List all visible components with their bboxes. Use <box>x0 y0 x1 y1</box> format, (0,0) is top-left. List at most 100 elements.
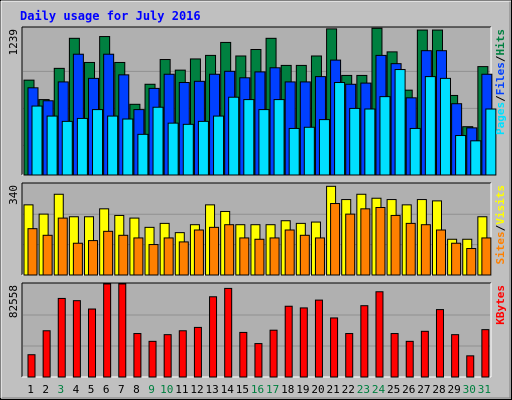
legend-visits: Visits <box>494 185 507 225</box>
bar-kbytes-day-7 <box>118 283 127 378</box>
bar-kbytes-day-23 <box>360 305 369 378</box>
day-label-3: 3 <box>58 383 65 396</box>
bar-kbytes-day-10 <box>163 334 172 378</box>
bar-kbytes-day-12 <box>193 326 202 378</box>
bar-kbytes-day-17 <box>269 329 278 378</box>
legend-separator: / <box>494 224 507 231</box>
legend-separator: / <box>494 55 507 62</box>
y-max-label: 340 <box>7 185 20 205</box>
day-axis-labels: 1 2 3 4 5 6 7 8 9 10 11 12 13 14 15 16 17 18 19 20 21 22 23 24 2… <box>27 383 491 396</box>
bar-pages-day-4 <box>76 117 88 176</box>
bar-pages-day-10 <box>167 122 179 176</box>
bar-kbytes-day-13 <box>209 296 218 378</box>
bar-sites-day-21 <box>330 203 341 276</box>
bar-pages-day-23 <box>364 108 376 176</box>
bar-pages-day-2 <box>46 115 58 176</box>
legend-separator: / <box>494 95 507 102</box>
bar-kbytes-day-14 <box>224 287 233 378</box>
day-label-10: 10 <box>160 383 173 396</box>
bar-kbytes-day-30 <box>466 355 475 378</box>
bar-sites-day-18 <box>284 229 295 276</box>
day-label-23: 23 <box>357 383 370 396</box>
day-label-18: 18 <box>281 383 294 396</box>
bar-sites-day-29 <box>451 242 462 276</box>
day-label-13: 13 <box>205 383 218 396</box>
day-label-11: 11 <box>175 383 188 396</box>
bar-kbytes-day-11 <box>178 330 187 378</box>
day-label-6: 6 <box>103 383 110 396</box>
y-max-label: 1239 <box>7 29 20 56</box>
bar-kbytes-day-18 <box>284 305 293 378</box>
legend: KBytes <box>494 285 507 325</box>
bar-sites-day-23 <box>360 208 371 276</box>
bar-kbytes-day-1 <box>27 354 36 378</box>
day-label-16: 16 <box>251 383 264 396</box>
bar-sites-day-2 <box>42 234 53 276</box>
bar-kbytes-day-5 <box>88 308 97 378</box>
bar-pages-day-28 <box>439 77 451 176</box>
day-label-1: 1 <box>27 383 34 396</box>
bar-sites-day-30 <box>466 248 477 276</box>
bar-pages-day-25 <box>394 69 406 176</box>
bar-pages-day-12 <box>197 120 209 176</box>
bar-sites-day-19 <box>299 234 310 276</box>
day-label-14: 14 <box>221 383 235 396</box>
day-label-4: 4 <box>73 383 80 396</box>
day-label-26: 26 <box>402 383 415 396</box>
bar-pages-day-29 <box>455 135 467 176</box>
y-max-label: 82558 <box>7 285 20 318</box>
bar-pages-day-20 <box>318 119 330 176</box>
bar-sites-day-24 <box>375 207 386 276</box>
bar-kbytes-day-28 <box>435 309 444 378</box>
bar-sites-day-8 <box>133 237 144 276</box>
bar-kbytes-day-8 <box>133 333 142 378</box>
bar-kbytes-day-22 <box>345 333 354 378</box>
bar-pages-day-30 <box>470 140 482 176</box>
bar-pages-day-31 <box>485 108 497 176</box>
day-label-17: 17 <box>266 383 279 396</box>
chart-title: Daily usage for July 2016 <box>20 9 201 23</box>
bar-sites-day-11 <box>178 241 189 276</box>
bar-pages-day-14 <box>228 96 240 176</box>
bar-sites-day-12 <box>193 229 204 276</box>
bar-kbytes-day-4 <box>72 300 81 378</box>
bar-kbytes-day-20 <box>314 299 323 378</box>
bar-sites-day-3 <box>57 217 68 276</box>
bar-pages-day-5 <box>92 109 104 176</box>
bar-sites-day-26 <box>405 222 416 276</box>
bar-sites-day-9 <box>148 244 159 276</box>
bar-pages-day-22 <box>349 107 361 176</box>
day-label-9: 9 <box>148 383 155 396</box>
bar-sites-day-10 <box>163 237 174 276</box>
legend-hits: Hits <box>494 29 507 56</box>
bar-kbytes-day-19 <box>299 307 308 378</box>
bar-kbytes-day-21 <box>330 317 339 378</box>
bar-pages-day-16 <box>258 109 270 176</box>
visits-sites-panel: 340 Sites/Visits <box>7 182 507 276</box>
bar-sites-day-6 <box>103 230 114 276</box>
day-label-5: 5 <box>88 383 95 396</box>
bar-sites-day-28 <box>435 229 446 276</box>
bar-pages-day-17 <box>273 99 285 176</box>
day-label-12: 12 <box>190 383 203 396</box>
day-label-22: 22 <box>342 383 355 396</box>
day-label-19: 19 <box>296 383 309 396</box>
day-label-29: 29 <box>448 383 461 396</box>
bar-kbytes-day-27 <box>420 330 429 378</box>
bar-pages-day-15 <box>243 99 255 176</box>
legend-sites: Sites <box>494 231 507 264</box>
bar-sites-day-20 <box>314 237 325 276</box>
bar-pages-day-1 <box>31 105 43 176</box>
day-label-20: 20 <box>311 383 324 396</box>
day-label-28: 28 <box>432 383 445 396</box>
bar-sites-day-22 <box>345 213 356 276</box>
bar-sites-day-4 <box>72 242 83 276</box>
day-label-8: 8 <box>133 383 140 396</box>
bar-pages-day-8 <box>137 133 149 176</box>
bar-sites-day-27 <box>420 224 431 276</box>
bar-pages-day-27 <box>424 76 436 176</box>
bar-kbytes-day-9 <box>148 340 157 378</box>
bar-sites-day-1 <box>27 228 38 276</box>
